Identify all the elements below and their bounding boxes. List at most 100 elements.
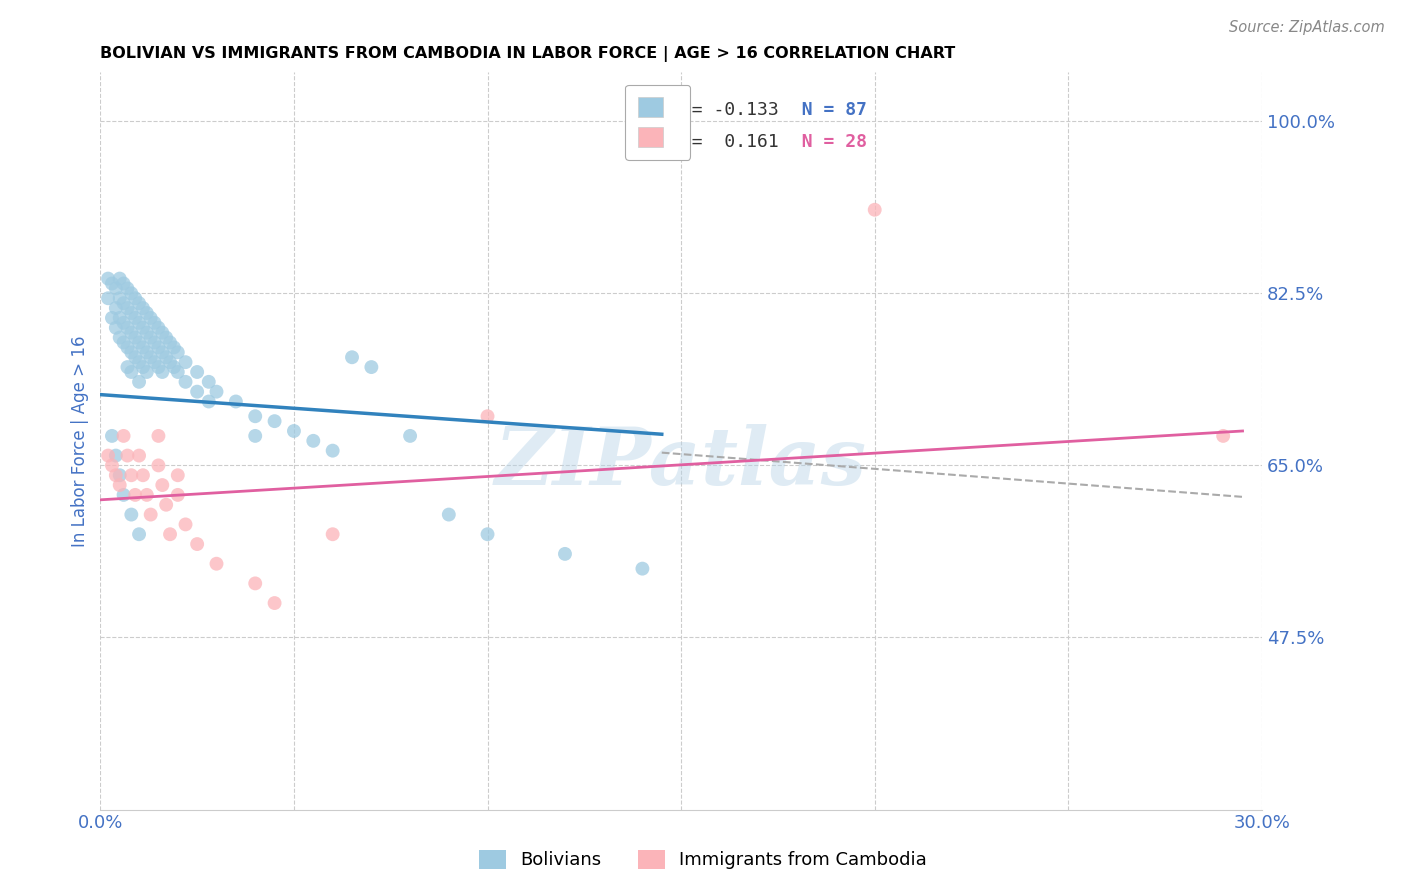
Point <box>117 301 139 315</box>
Point <box>112 277 135 291</box>
Point <box>399 429 422 443</box>
Point <box>104 449 127 463</box>
Point <box>128 355 150 369</box>
Point <box>117 281 139 295</box>
Point <box>143 335 166 350</box>
Point <box>101 429 124 443</box>
Point <box>143 316 166 330</box>
Point <box>108 271 131 285</box>
Point <box>124 488 146 502</box>
Point <box>186 365 208 379</box>
Point <box>197 394 219 409</box>
Point <box>117 449 139 463</box>
Point <box>245 429 267 443</box>
Point <box>117 320 139 334</box>
Point <box>139 351 162 365</box>
Point <box>174 517 197 532</box>
Point <box>186 384 208 399</box>
Point <box>174 375 197 389</box>
Point <box>360 360 382 375</box>
Point <box>132 468 155 483</box>
Text: N = 87: N = 87 <box>780 101 868 119</box>
Point <box>132 320 155 334</box>
Point <box>124 330 146 344</box>
Point <box>117 360 139 375</box>
Point <box>139 330 162 344</box>
Point <box>97 291 120 305</box>
Point <box>139 310 162 325</box>
Point <box>863 202 886 217</box>
Point <box>245 409 267 424</box>
Text: BOLIVIAN VS IMMIGRANTS FROM CAMBODIA IN LABOR FORCE | AGE > 16 CORRELATION CHART: BOLIVIAN VS IMMIGRANTS FROM CAMBODIA IN … <box>100 46 956 62</box>
Point <box>128 375 150 389</box>
Point <box>205 557 228 571</box>
Point <box>108 310 131 325</box>
Point <box>302 434 325 448</box>
Point <box>263 596 285 610</box>
Point <box>166 488 188 502</box>
Point <box>120 326 142 340</box>
Point <box>132 301 155 315</box>
Point <box>174 355 197 369</box>
Point <box>186 537 208 551</box>
Point <box>112 429 135 443</box>
Point <box>112 488 135 502</box>
Point <box>124 291 146 305</box>
Point <box>120 286 142 301</box>
Point <box>97 449 120 463</box>
Text: R = -0.133: R = -0.133 <box>671 101 779 119</box>
Point <box>159 527 181 541</box>
Point <box>124 310 146 325</box>
Point <box>148 320 170 334</box>
Point <box>477 409 499 424</box>
Point <box>108 468 131 483</box>
Point <box>150 345 173 359</box>
Point <box>554 547 576 561</box>
Point <box>148 429 170 443</box>
Point <box>1212 429 1234 443</box>
Point <box>150 478 173 492</box>
Point <box>104 281 127 295</box>
Point <box>159 335 181 350</box>
Point <box>97 271 120 285</box>
Point <box>155 351 177 365</box>
Point <box>120 365 142 379</box>
Point <box>166 345 188 359</box>
Point <box>150 326 173 340</box>
Point <box>148 340 170 354</box>
Point <box>135 306 157 320</box>
Point <box>477 527 499 541</box>
Point <box>132 340 155 354</box>
Point <box>340 351 363 365</box>
Point <box>108 291 131 305</box>
Y-axis label: In Labor Force | Age > 16: In Labor Force | Age > 16 <box>72 335 89 547</box>
Point <box>159 355 181 369</box>
Point <box>150 365 173 379</box>
Legend: , : , <box>626 85 690 160</box>
Point <box>108 478 131 492</box>
Point <box>101 458 124 473</box>
Point <box>139 508 162 522</box>
Point <box>128 296 150 310</box>
Text: ZIPatlas: ZIPatlas <box>495 425 868 501</box>
Point <box>135 365 157 379</box>
Point <box>283 424 305 438</box>
Point <box>104 468 127 483</box>
Point <box>108 330 131 344</box>
Point <box>124 351 146 365</box>
Point <box>117 340 139 354</box>
Point <box>132 360 155 375</box>
Point <box>128 449 150 463</box>
Point <box>225 394 247 409</box>
Point <box>197 375 219 389</box>
Point <box>120 306 142 320</box>
Point <box>163 360 186 375</box>
Point <box>120 468 142 483</box>
Point <box>322 443 344 458</box>
Point <box>135 326 157 340</box>
Point <box>245 576 267 591</box>
Point <box>135 345 157 359</box>
Point <box>120 508 142 522</box>
Point <box>155 330 177 344</box>
Point <box>128 527 150 541</box>
